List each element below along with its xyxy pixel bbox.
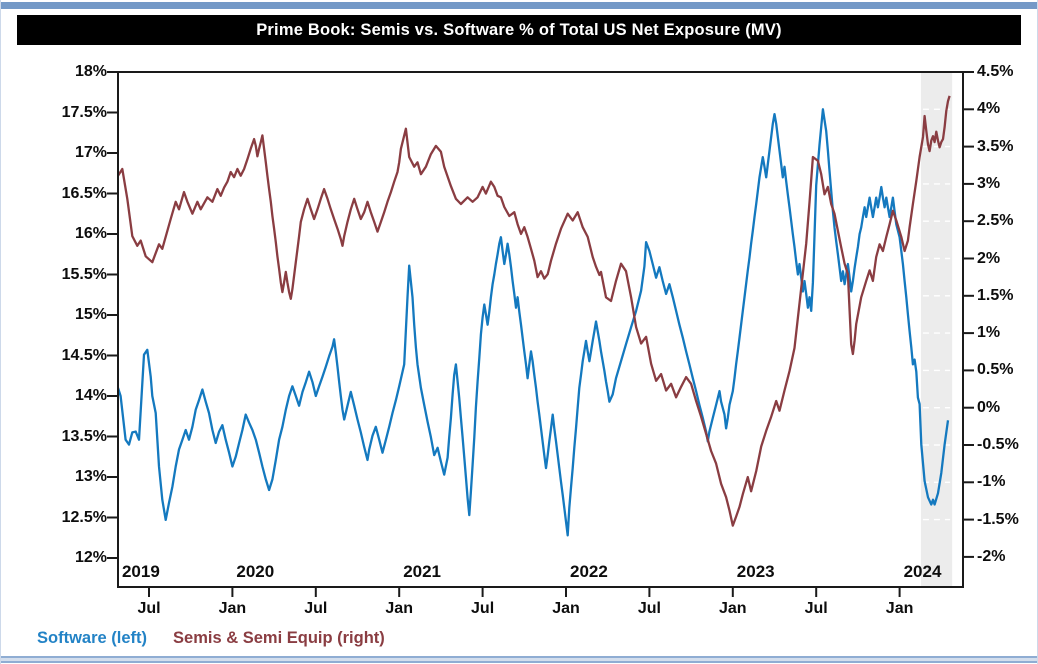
plot-border (117, 71, 964, 588)
legend-item-software: Software (left) (37, 629, 148, 647)
recent-period-highlight-band (920, 72, 953, 587)
semis-series-line (118, 95, 951, 527)
chart-legend: Software (left) Semis & Semi Equip (righ… (37, 627, 385, 649)
title-banner: Prime Book: Semis vs. Software % of Tota… (17, 15, 1021, 45)
software-series-line (118, 108, 950, 537)
top-window-bar (1, 2, 1037, 9)
legend-item-semis: Semis & Semi Equip (right) (173, 629, 385, 647)
chart-title: Prime Book: Semis vs. Software % of Tota… (256, 20, 782, 39)
bottom-window-bar (1, 656, 1037, 663)
